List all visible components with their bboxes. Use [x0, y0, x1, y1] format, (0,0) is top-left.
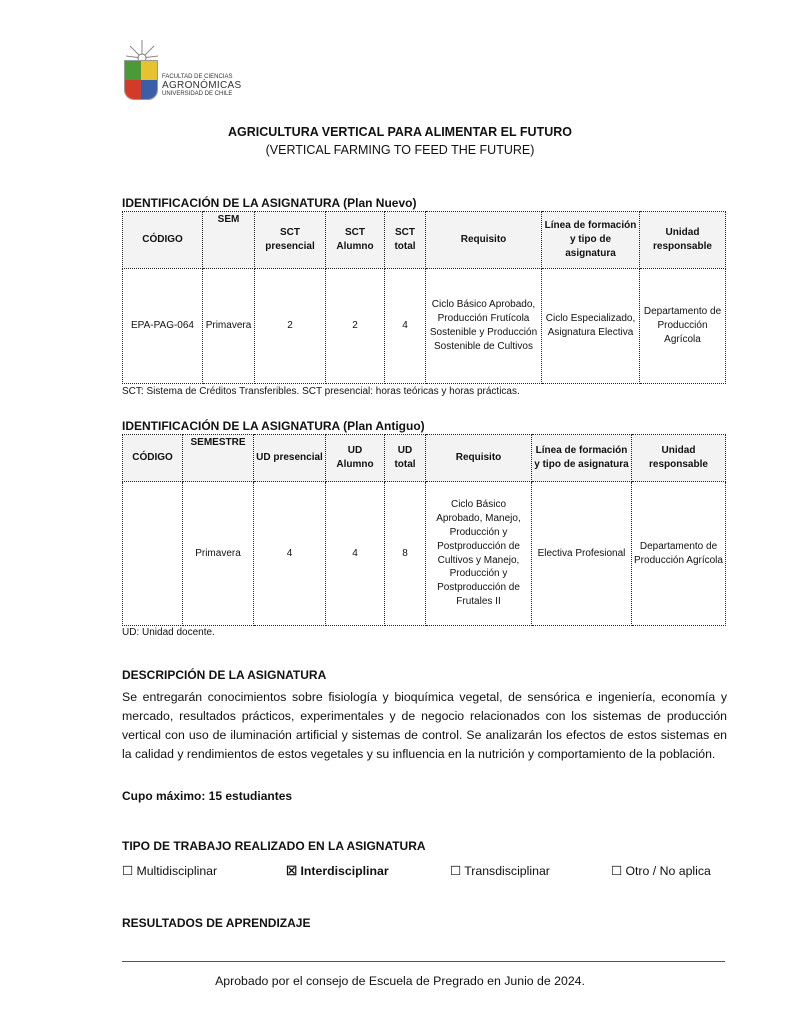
table-cell: 4 [384, 268, 426, 384]
table-cell: 4 [253, 481, 326, 626]
checkbox-icon[interactable]: ☐ [611, 864, 623, 878]
plan-nuevo-note: SCT: Sistema de Créditos Transferibles. … [122, 386, 520, 397]
cupo-maximo: Cupo máximo: 15 estudiantes [122, 789, 293, 803]
shield-icon [124, 60, 158, 100]
sun-emblem-icon [125, 40, 159, 62]
footer-divider [122, 961, 725, 962]
plan-nuevo-table: CÓDIGO SEM SCT presencial SCT Alumno SCT… [122, 211, 726, 384]
document-subtitle: (VERTICAL FARMING TO FEED THE FUTURE) [265, 143, 535, 157]
plan-antiguo-table: CÓDIGO SEMESTRE UD presencial UD Alumno … [122, 434, 726, 626]
table-cell: EPA-PAG-064 [122, 268, 203, 384]
table-cell: Departamento de Producción Agrícola [639, 268, 726, 384]
table-cell: 2 [325, 268, 385, 384]
checkbox-icon[interactable]: ☐ [122, 864, 134, 878]
faculty-logo: FACULTAD DE CIENCIAS AGRONÓMICAS UNIVERS… [122, 38, 242, 102]
table-cell: 4 [325, 481, 385, 626]
table-cell: Primavera [182, 481, 254, 626]
table-cell: Ciclo Especializado, Asignatura Electiva [541, 268, 640, 384]
header-cell: SCT presencial [254, 211, 326, 269]
header-cell: SEM [202, 211, 255, 269]
option-multidisciplinar[interactable]: ☐ Multidisciplinar [122, 864, 217, 878]
table-cell: Ciclo Básico Aprobado, Manejo, Producció… [425, 481, 532, 626]
header-cell: Unidad responsable [631, 434, 726, 482]
header-cell: Requisito [425, 434, 532, 482]
footer-text: Aprobado por el consejo de Escuela de Pr… [215, 974, 585, 988]
header-cell: SCT total [384, 211, 426, 269]
header-cell: Unidad responsable [639, 211, 726, 269]
table-row: EPA-PAG-064 Primavera 2 2 4 Ciclo Básico… [122, 268, 726, 384]
table-cell [122, 481, 183, 626]
table-header-row: CÓDIGO SEM SCT presencial SCT Alumno SCT… [122, 211, 726, 269]
logo-line3: UNIVERSIDAD DE CHILE [162, 91, 233, 97]
header-cell: Requisito [425, 211, 542, 269]
header-cell: Línea de formación y tipo de asignatura [541, 211, 640, 269]
table-cell: 2 [254, 268, 326, 384]
plan-antiguo-note: UD: Unidad docente. [122, 627, 215, 638]
checkbox-icon[interactable]: ☐ [450, 864, 462, 878]
option-label: Multidisciplinar [136, 864, 218, 878]
option-label: Transdisciplinar [464, 864, 550, 878]
resultados-heading: RESULTADOS DE APRENDIZAJE [122, 916, 311, 930]
table-header-row: CÓDIGO SEMESTRE UD presencial UD Alumno … [122, 434, 726, 482]
table-cell: Electiva Profesional [531, 481, 632, 626]
header-cell: Línea de formación y tipo de asignatura [531, 434, 632, 482]
header-cell: UD presencial [253, 434, 326, 482]
tipo-trabajo-heading: TIPO DE TRABAJO REALIZADO EN LA ASIGNATU… [122, 839, 426, 853]
table-cell: Primavera [202, 268, 255, 384]
header-cell: CÓDIGO [122, 434, 183, 482]
checked-checkbox-icon[interactable]: ☒ [286, 864, 298, 878]
table-row: Primavera 4 4 8 Ciclo Básico Aprobado, M… [122, 481, 726, 626]
header-cell: CÓDIGO [122, 211, 203, 269]
option-label: Interdisciplinar [300, 864, 389, 878]
plan-antiguo-heading: IDENTIFICACIÓN DE LA ASIGNATURA (Plan An… [122, 419, 425, 433]
option-interdisciplinar[interactable]: ☒ Interdisciplinar [286, 864, 389, 878]
table-cell: Ciclo Básico Aprobado, Producción Frutíc… [425, 268, 542, 384]
descripcion-heading: DESCRIPCIÓN DE LA ASIGNATURA [122, 668, 327, 682]
table-cell: Departamento de Producción Agrícola [631, 481, 726, 626]
header-cell: UD total [384, 434, 426, 482]
option-transdisciplinar[interactable]: ☐ Transdisciplinar [450, 864, 550, 878]
option-label: Otro / No aplica [625, 864, 711, 878]
header-cell: SEMESTRE [182, 434, 254, 482]
header-cell: UD Alumno [325, 434, 385, 482]
option-otro[interactable]: ☐ Otro / No aplica [611, 864, 711, 878]
logo-line2: AGRONÓMICAS [162, 80, 242, 91]
descripcion-text: Se entregarán conocimientos sobre fisiol… [122, 690, 727, 761]
plan-nuevo-heading: IDENTIFICACIÓN DE LA ASIGNATURA (Plan Nu… [122, 196, 417, 210]
table-cell: 8 [384, 481, 426, 626]
header-cell: SCT Alumno [325, 211, 385, 269]
document-title: AGRICULTURA VERTICAL PARA ALIMENTAR EL F… [228, 125, 572, 139]
logo-line1: FACULTAD DE CIENCIAS [162, 74, 233, 80]
